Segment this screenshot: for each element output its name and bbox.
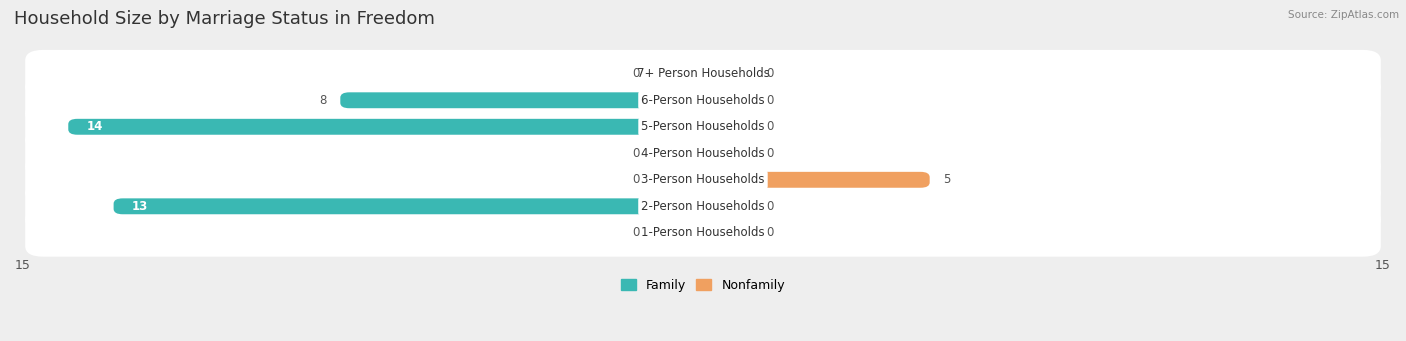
Text: 0: 0 [766,147,773,160]
Text: 3-Person Households: 3-Person Households [641,173,765,186]
FancyBboxPatch shape [703,225,758,241]
FancyBboxPatch shape [25,182,1381,230]
FancyBboxPatch shape [703,92,758,108]
Text: 0: 0 [633,147,640,160]
FancyBboxPatch shape [703,119,758,135]
Text: 14: 14 [86,120,103,133]
FancyBboxPatch shape [25,103,1381,151]
Text: 13: 13 [132,200,148,213]
Text: 7+ Person Households: 7+ Person Households [637,67,769,80]
FancyBboxPatch shape [25,76,1381,124]
FancyBboxPatch shape [648,66,703,82]
FancyBboxPatch shape [703,198,758,214]
FancyBboxPatch shape [69,119,703,135]
FancyBboxPatch shape [703,66,758,82]
FancyBboxPatch shape [340,92,703,108]
FancyBboxPatch shape [25,156,1381,204]
FancyBboxPatch shape [648,172,703,188]
Text: 0: 0 [766,200,773,213]
FancyBboxPatch shape [648,225,703,241]
FancyBboxPatch shape [648,145,703,161]
FancyBboxPatch shape [25,50,1381,98]
Text: Source: ZipAtlas.com: Source: ZipAtlas.com [1288,10,1399,20]
Text: Household Size by Marriage Status in Freedom: Household Size by Marriage Status in Fre… [14,10,434,28]
Text: 0: 0 [766,94,773,107]
Text: 4-Person Households: 4-Person Households [641,147,765,160]
Text: 5-Person Households: 5-Person Households [641,120,765,133]
Text: 0: 0 [766,226,773,239]
FancyBboxPatch shape [703,172,929,188]
Text: 6-Person Households: 6-Person Households [641,94,765,107]
FancyBboxPatch shape [114,198,703,214]
Text: 0: 0 [766,120,773,133]
Legend: Family, Nonfamily: Family, Nonfamily [621,279,785,292]
Text: 1-Person Households: 1-Person Households [641,226,765,239]
Text: 8: 8 [319,94,326,107]
Text: 0: 0 [633,226,640,239]
FancyBboxPatch shape [703,145,758,161]
Text: 2-Person Households: 2-Person Households [641,200,765,213]
Text: 0: 0 [633,67,640,80]
Text: 0: 0 [633,173,640,186]
FancyBboxPatch shape [25,130,1381,177]
FancyBboxPatch shape [25,209,1381,257]
Text: 5: 5 [943,173,950,186]
Text: 0: 0 [766,67,773,80]
